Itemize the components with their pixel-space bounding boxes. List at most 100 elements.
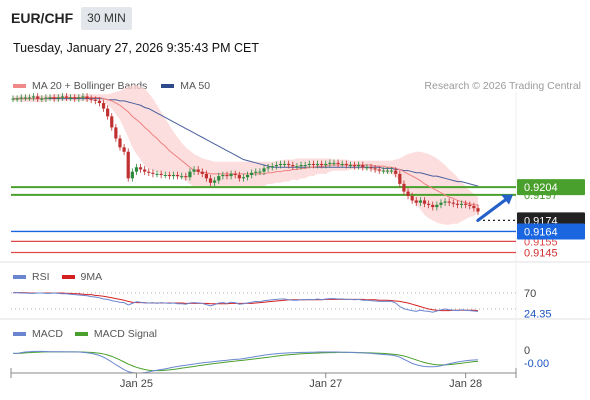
candle-body xyxy=(336,162,340,164)
candle-body xyxy=(73,97,77,99)
rsi-value-label: 24.35 xyxy=(524,308,552,320)
candle-body xyxy=(472,205,476,209)
candle-body xyxy=(217,176,221,181)
candle-body xyxy=(344,163,348,166)
timeframe-selector[interactable]: 30 MIN xyxy=(81,7,132,30)
macd-value-label: -0.00 xyxy=(524,358,549,370)
candle-body xyxy=(97,100,102,104)
candle-body xyxy=(406,191,410,197)
candle-body xyxy=(155,173,159,175)
price-label-0-9164: 0.9164 xyxy=(524,226,558,238)
candle-body xyxy=(455,203,460,205)
candle-body xyxy=(171,175,176,177)
candle-body xyxy=(459,203,464,205)
forecast-arrow-head xyxy=(501,194,513,205)
candle-body xyxy=(299,165,303,167)
ma20-swatch xyxy=(13,84,26,88)
candle-body xyxy=(332,162,336,164)
candle-body xyxy=(324,163,328,166)
candle-body xyxy=(126,151,130,179)
macd-swatch xyxy=(13,332,26,336)
x-tick-label: Jan 25 xyxy=(120,378,153,390)
candle-body xyxy=(365,167,369,169)
candle-body xyxy=(196,169,200,172)
candle-body xyxy=(19,97,23,99)
instrument-title: EUR/CHF xyxy=(11,10,74,26)
candle-body xyxy=(431,204,435,208)
candle-body xyxy=(118,138,122,148)
candle-body xyxy=(176,175,180,177)
candle-body xyxy=(64,96,69,98)
candle-body xyxy=(451,202,455,204)
candle-body xyxy=(48,97,52,99)
candle-body xyxy=(262,168,266,172)
macd-signal-line xyxy=(13,351,479,372)
rsi-tick-70: 70 xyxy=(524,288,536,300)
candle-body xyxy=(192,169,196,172)
candle-body xyxy=(320,163,324,166)
macd-signal-swatch xyxy=(74,332,88,336)
candle-body xyxy=(188,171,192,178)
candle-body xyxy=(311,163,315,166)
candle-body xyxy=(250,172,254,175)
candle-body xyxy=(468,204,472,206)
candle-body xyxy=(373,168,377,170)
candle-body xyxy=(402,183,406,192)
macd-legend: MACD MACD Signal xyxy=(13,328,157,340)
candle-body xyxy=(361,165,365,168)
timestamp: Tuesday, January 27, 2026 9:35:43 PM CET xyxy=(13,41,259,55)
candle-body xyxy=(167,175,171,177)
candle-body xyxy=(414,200,418,203)
candle-body xyxy=(122,147,126,152)
candle-body xyxy=(241,177,246,179)
price-label-0-9164-bg xyxy=(517,223,585,240)
candle-body xyxy=(52,97,56,99)
rsi-line xyxy=(13,292,479,313)
candle-body xyxy=(385,170,390,172)
candle-body xyxy=(278,163,283,166)
ma20-legend-label: MA 20 + Bollinger Bands xyxy=(32,80,148,92)
candle-body xyxy=(464,203,468,205)
candle-body xyxy=(435,204,439,208)
candle-body xyxy=(69,97,73,99)
macd-line xyxy=(13,350,479,374)
candle-body xyxy=(85,96,89,99)
candle-body xyxy=(106,108,110,117)
candle-body xyxy=(245,175,250,178)
price-label-0-9204: 0.9204 xyxy=(524,182,558,194)
macd-tick-zero: 0 xyxy=(524,345,530,357)
rsi-swatch xyxy=(13,275,26,279)
candle-body xyxy=(369,167,373,169)
candle-body xyxy=(229,173,233,177)
candle-body xyxy=(204,173,209,179)
candle-body xyxy=(134,167,139,172)
candle-body xyxy=(221,175,225,177)
price-label-0-9145: 0.9145 xyxy=(524,247,558,259)
ma50-legend-label: MA 50 xyxy=(180,80,211,92)
candle-body xyxy=(81,96,85,98)
candle-body xyxy=(410,196,414,201)
copyright: Research © 2026 Trading Central xyxy=(424,80,581,92)
candle-body xyxy=(213,180,217,183)
candle-body xyxy=(270,166,274,168)
forecast-arrow xyxy=(476,197,509,222)
candle-body xyxy=(340,163,344,165)
bollinger-band xyxy=(13,85,478,225)
candle-body xyxy=(443,201,447,203)
candle-body xyxy=(377,169,381,171)
candle-body xyxy=(291,165,295,167)
rsi-legend-label: RSI xyxy=(32,271,50,283)
candle-body xyxy=(225,175,229,177)
candle-body xyxy=(36,96,40,99)
candle-body xyxy=(381,170,385,172)
candle-body xyxy=(130,171,134,179)
candle-body xyxy=(180,176,184,178)
candle-body xyxy=(151,172,155,174)
x-tick-label: Jan 28 xyxy=(449,378,482,390)
candle-body xyxy=(422,200,427,204)
candle-body xyxy=(163,175,167,176)
candle-body xyxy=(27,97,32,99)
macd-legend-label: MACD xyxy=(32,328,63,340)
candle-body xyxy=(77,97,81,99)
